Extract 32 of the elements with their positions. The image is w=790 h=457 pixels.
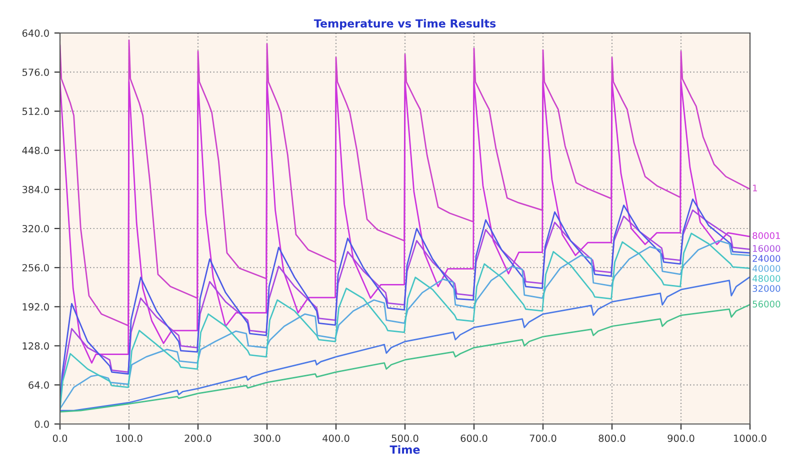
y-tick-label: 448.0 [22, 146, 49, 154]
series-label: 24000 [752, 255, 780, 262]
series-label: 48000 [752, 275, 780, 282]
x-tick-label: 900.0 [668, 434, 694, 442]
x-tick-label: 300.0 [254, 434, 280, 442]
y-tick-label: 512.0 [22, 108, 49, 116]
chart-title: Temperature vs Time Results [314, 19, 496, 30]
x-tick-label: 200.0 [184, 434, 212, 442]
y-tick-label: 256.0 [22, 264, 49, 272]
x-tick-label: 1000.0 [734, 434, 766, 442]
x-tick-label: 800.0 [598, 434, 626, 442]
x-tick-label: 700.0 [530, 434, 556, 442]
y-tick-label: 128.0 [22, 342, 49, 350]
x-axis-title: Time [390, 445, 420, 454]
y-tick-label: 576.0 [22, 68, 49, 76]
x-tick-label: 100.0 [116, 434, 142, 442]
x-tick-label: 600.0 [460, 434, 488, 442]
series-label: 16000 [753, 245, 780, 252]
series-label: 40000 [752, 265, 780, 272]
y-tick-label: 0.0 [34, 420, 49, 428]
series-label: 80001 [752, 232, 780, 240]
y-tick-label: 640.0 [22, 29, 49, 37]
x-tick-label: 0.0 [52, 434, 68, 442]
y-tick-label: 320.0 [22, 224, 49, 232]
x-tick-label: 400.0 [322, 434, 350, 442]
y-tick-label: 64.0 [28, 381, 49, 389]
y-tick-label: 384.0 [22, 186, 49, 194]
series-label: 32000 [752, 285, 780, 292]
y-tick-label: 192.0 [22, 303, 49, 311]
series-label: 1 [753, 184, 757, 192]
x-tick-label: 500.0 [392, 434, 418, 442]
series-label: 56000 [752, 300, 780, 308]
